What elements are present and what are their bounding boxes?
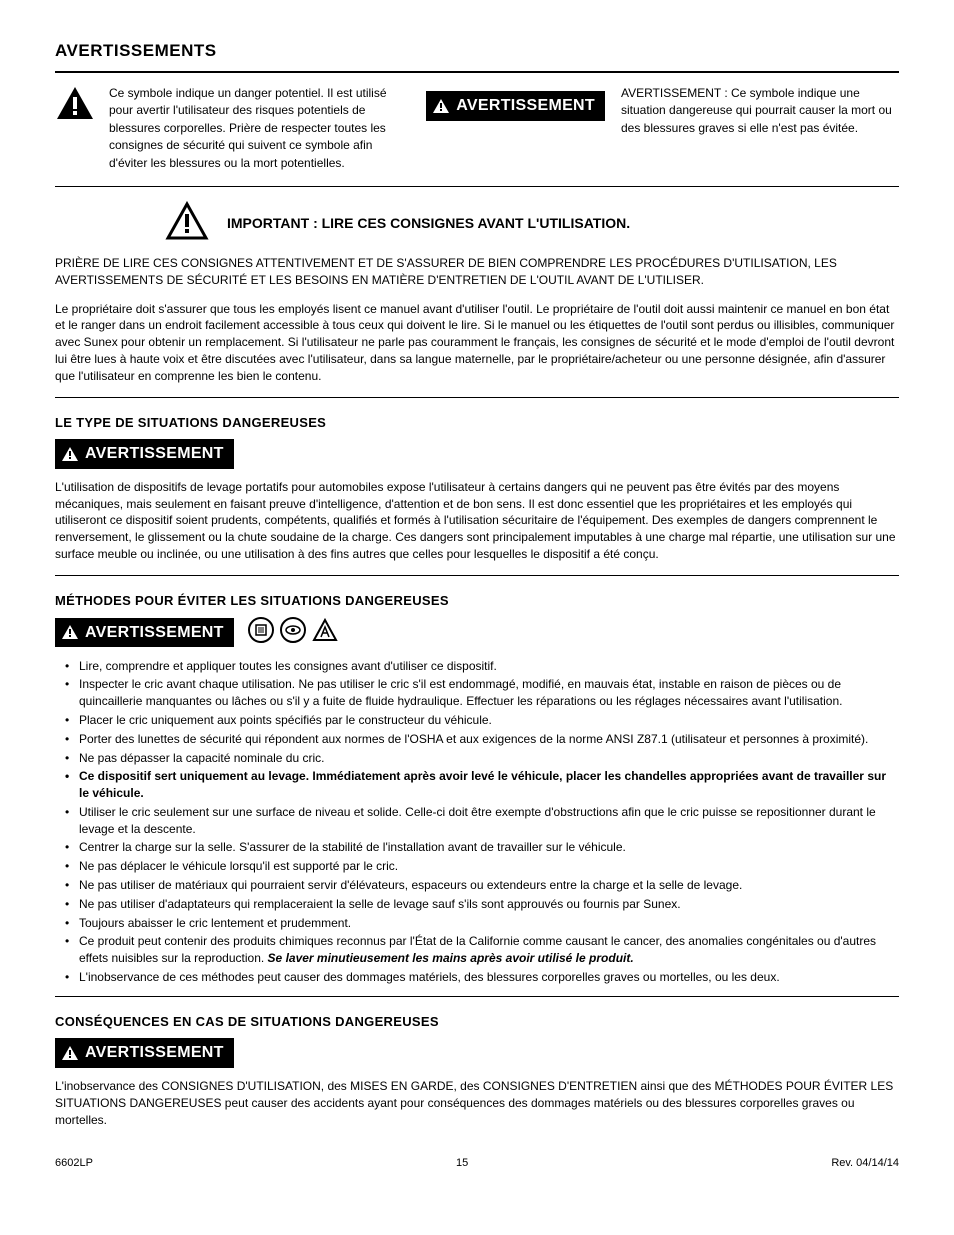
warning-badge: AVERTISSEMENT [55, 618, 234, 648]
important-row: IMPORTANT : LIRE CES CONSIGNES AVANT L'U… [165, 201, 899, 245]
list-item: Utiliser le cric seulement sur une surfa… [79, 804, 899, 838]
section2-title: MÉTHODES POUR ÉVITER LES SITUATIONS DANG… [55, 592, 899, 610]
footer-left: 6602LP [55, 1156, 93, 1171]
divider [55, 996, 899, 997]
list-item: Ne pas utiliser de matériaux qui pourrai… [79, 877, 899, 894]
divider [55, 575, 899, 576]
list-item: Ne pas utiliser d'adaptateurs qui rempla… [79, 896, 899, 913]
hazard-triangle-icon [55, 85, 95, 125]
hazard-triangle-outline-icon [165, 201, 209, 245]
list-item: Inspecter le cric avant chaque utilisati… [79, 676, 899, 710]
symbol-explain-right: AVERTISSEMENT : Ce symbole indique une s… [621, 85, 899, 137]
intro-para-1: PRIÈRE DE LIRE CES CONSIGNES ATTENTIVEME… [55, 255, 899, 289]
footer-page-number: 15 [456, 1156, 468, 1171]
intro-para-2: Le propriétaire doit s'assurer que tous … [55, 301, 899, 385]
list-item: Porter des lunettes de sécurité qui répo… [79, 731, 899, 748]
section2-badge-row: AVERTISSEMENT [55, 617, 899, 647]
list-item: Centrer la charge sur la selle. S'assure… [79, 839, 899, 856]
section2-bullets: Lire, comprendre et appliquer toutes les… [55, 658, 899, 986]
section3-title: CONSÉQUENCES EN CAS DE SITUATIONS DANGER… [55, 1013, 899, 1031]
section3-paragraph: L'inobservance des CONSIGNES D'UTILISATI… [55, 1078, 899, 1128]
divider [55, 71, 899, 73]
hazard-triangle-icon [61, 446, 79, 462]
divider [55, 186, 899, 187]
hazard-triangle-icon [432, 98, 450, 114]
symbol-explain-text: Ce symbole indique un danger potentiel. … [109, 85, 410, 172]
list-item: Ce dispositif sert uniquement au levage.… [79, 768, 899, 802]
warning-intro-row: Ce symbole indique un danger potentiel. … [55, 85, 899, 172]
list-item: Lire, comprendre et appliquer toutes les… [79, 658, 899, 675]
warning-badge-center: AVERTISSEMENT [426, 91, 605, 121]
intro-paragraphs: PRIÈRE DE LIRE CES CONSIGNES ATTENTIVEME… [55, 255, 899, 385]
list-item: Placer le cric uniquement aux points spé… [79, 712, 899, 729]
important-heading: IMPORTANT : LIRE CES CONSIGNES AVANT L'U… [227, 214, 630, 233]
section1-paragraph: L'utilisation de dispositifs de levage p… [55, 479, 899, 563]
list-item: Toujours abaisser le cric lentement et p… [79, 915, 899, 932]
divider [55, 397, 899, 398]
hazard-triangle-icon [61, 1045, 79, 1061]
eye-protection-icon [280, 617, 306, 643]
jack-stand-icon [312, 617, 338, 647]
safety-icons [248, 617, 338, 647]
page-title: AVERTISSEMENTS [55, 40, 899, 63]
hazard-triangle-icon [61, 624, 79, 640]
list-item: Ce produit peut contenir des produits ch… [79, 933, 899, 967]
page-footer: 6602LP 15 Rev. 04/14/14 [55, 1156, 899, 1171]
warning-badge-label: AVERTISSEMENT [456, 95, 595, 117]
warning-badge-label: AVERTISSEMENT [85, 443, 224, 465]
warning-badge: AVERTISSEMENT [426, 91, 605, 121]
section1-title: LE TYPE DE SITUATIONS DANGEREUSES [55, 414, 899, 432]
list-item: Ne pas dépasser la capacité nominale du … [79, 750, 899, 767]
section3-text: L'inobservance des CONSIGNES D'UTILISATI… [55, 1078, 899, 1128]
read-manual-icon [248, 617, 274, 643]
list-item: L'inobservance de ces méthodes peut caus… [79, 969, 899, 986]
warning-badge-label: AVERTISSEMENT [85, 622, 224, 644]
warning-badge-label: AVERTISSEMENT [85, 1042, 224, 1064]
section1-text: L'utilisation de dispositifs de levage p… [55, 479, 899, 563]
footer-revision: Rev. 04/14/14 [831, 1156, 899, 1171]
warning-badge: AVERTISSEMENT [55, 1038, 234, 1068]
list-item: Ne pas déplacer le véhicule lorsqu'il es… [79, 858, 899, 875]
warning-badge: AVERTISSEMENT [55, 439, 234, 469]
symbol-explain-left: Ce symbole indique un danger potentiel. … [55, 85, 410, 172]
